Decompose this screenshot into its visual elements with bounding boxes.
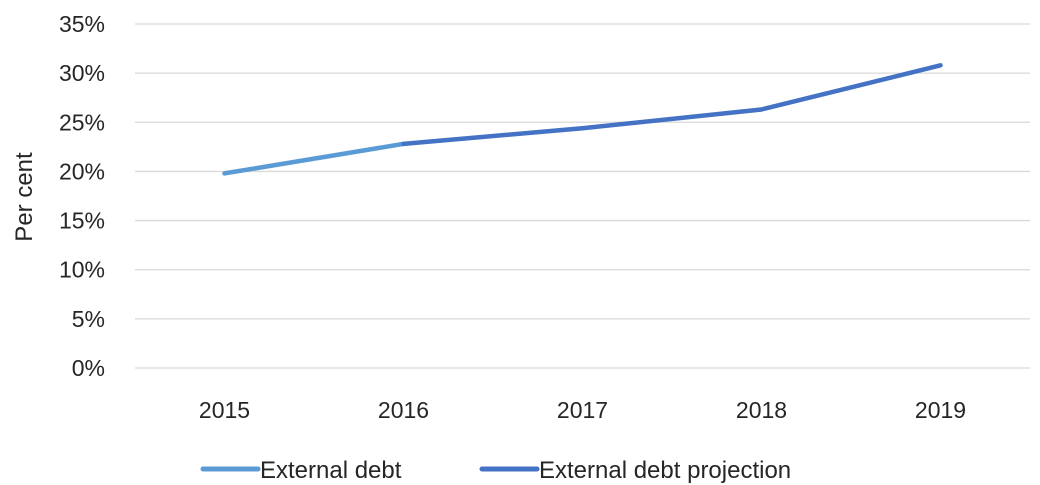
x-tick-label: 2019 (915, 397, 966, 423)
y-tick-label: 20% (59, 158, 105, 184)
x-axis-ticks: 2015 2016 2017 2018 2019 (199, 397, 966, 423)
y-axis-label: Per cent (11, 152, 38, 242)
legend: External debt External debt projection (200, 457, 791, 484)
y-axis-ticks: 0% 5% 10% 15% 20% 25% 30% 35% (59, 11, 105, 381)
y-tick-label: 30% (59, 60, 105, 86)
series-lines (222, 63, 943, 176)
y-tick-label: 0% (72, 355, 105, 381)
x-tick-label: 2018 (736, 397, 787, 423)
legend-label: External debt (260, 457, 402, 484)
y-tick-label: 35% (59, 11, 105, 37)
x-tick-label: 2015 (199, 397, 250, 423)
legend-label: External debt projection (539, 457, 791, 484)
y-tick-label: 25% (59, 109, 105, 135)
y-tick-label: 5% (72, 306, 105, 332)
series-line-external-debt-projection (401, 63, 943, 147)
y-tick-label: 10% (59, 257, 105, 283)
y-tick-label: 15% (59, 208, 105, 234)
x-tick-label: 2016 (378, 397, 429, 423)
x-tick-label: 2017 (557, 397, 608, 423)
gridlines (135, 23, 1030, 369)
series-line-external-debt (222, 141, 406, 176)
